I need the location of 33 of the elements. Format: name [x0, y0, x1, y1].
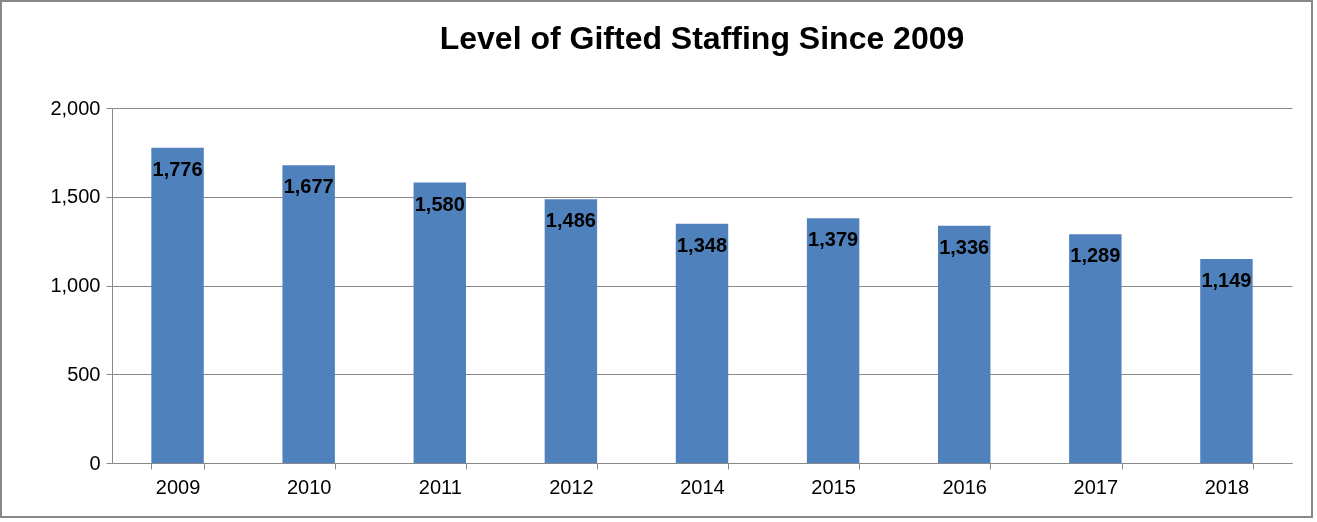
- y-tick-label: 1,500: [50, 185, 101, 208]
- bar: [1069, 234, 1122, 463]
- y-tick-label: 500: [67, 362, 101, 385]
- chart-title: Level of Gifted Staffing Since 2009: [439, 20, 965, 56]
- data-label: 1,336: [939, 235, 990, 258]
- bar: [1200, 259, 1253, 463]
- x-tick-label: 2009: [155, 475, 201, 498]
- data-label: 1,379: [808, 228, 859, 251]
- x-tick-label: 2012: [549, 475, 594, 498]
- x-tick-label: 2010: [286, 475, 332, 498]
- data-label: 1,149: [1201, 269, 1252, 292]
- bar: [151, 147, 204, 463]
- bar: [544, 199, 598, 463]
- bar: [282, 165, 335, 463]
- data-label: 1,776: [152, 157, 203, 180]
- x-tick-label: 2018: [1204, 475, 1250, 498]
- data-label: 1,677: [283, 175, 334, 198]
- bar: [938, 225, 991, 463]
- x-tick-label: 2017: [1073, 475, 1119, 498]
- y-tick-label: 1,000: [50, 274, 101, 296]
- bar: [675, 223, 729, 463]
- y-tick-label: 0: [89, 451, 101, 474]
- data-label: 1,289: [1070, 244, 1121, 267]
- x-tick-label: 2016: [942, 475, 987, 498]
- x-tick-label: 2015: [811, 475, 856, 498]
- data-label: 1,348: [676, 233, 728, 256]
- bar: [413, 182, 466, 463]
- y-tick-label: 2,000: [50, 96, 101, 119]
- data-label: 1,486: [545, 209, 596, 232]
- x-tick-label: 2011: [418, 475, 462, 498]
- x-tick-label: 2014: [680, 475, 725, 498]
- data-label: 1,580: [414, 192, 465, 215]
- bar: [806, 218, 860, 463]
